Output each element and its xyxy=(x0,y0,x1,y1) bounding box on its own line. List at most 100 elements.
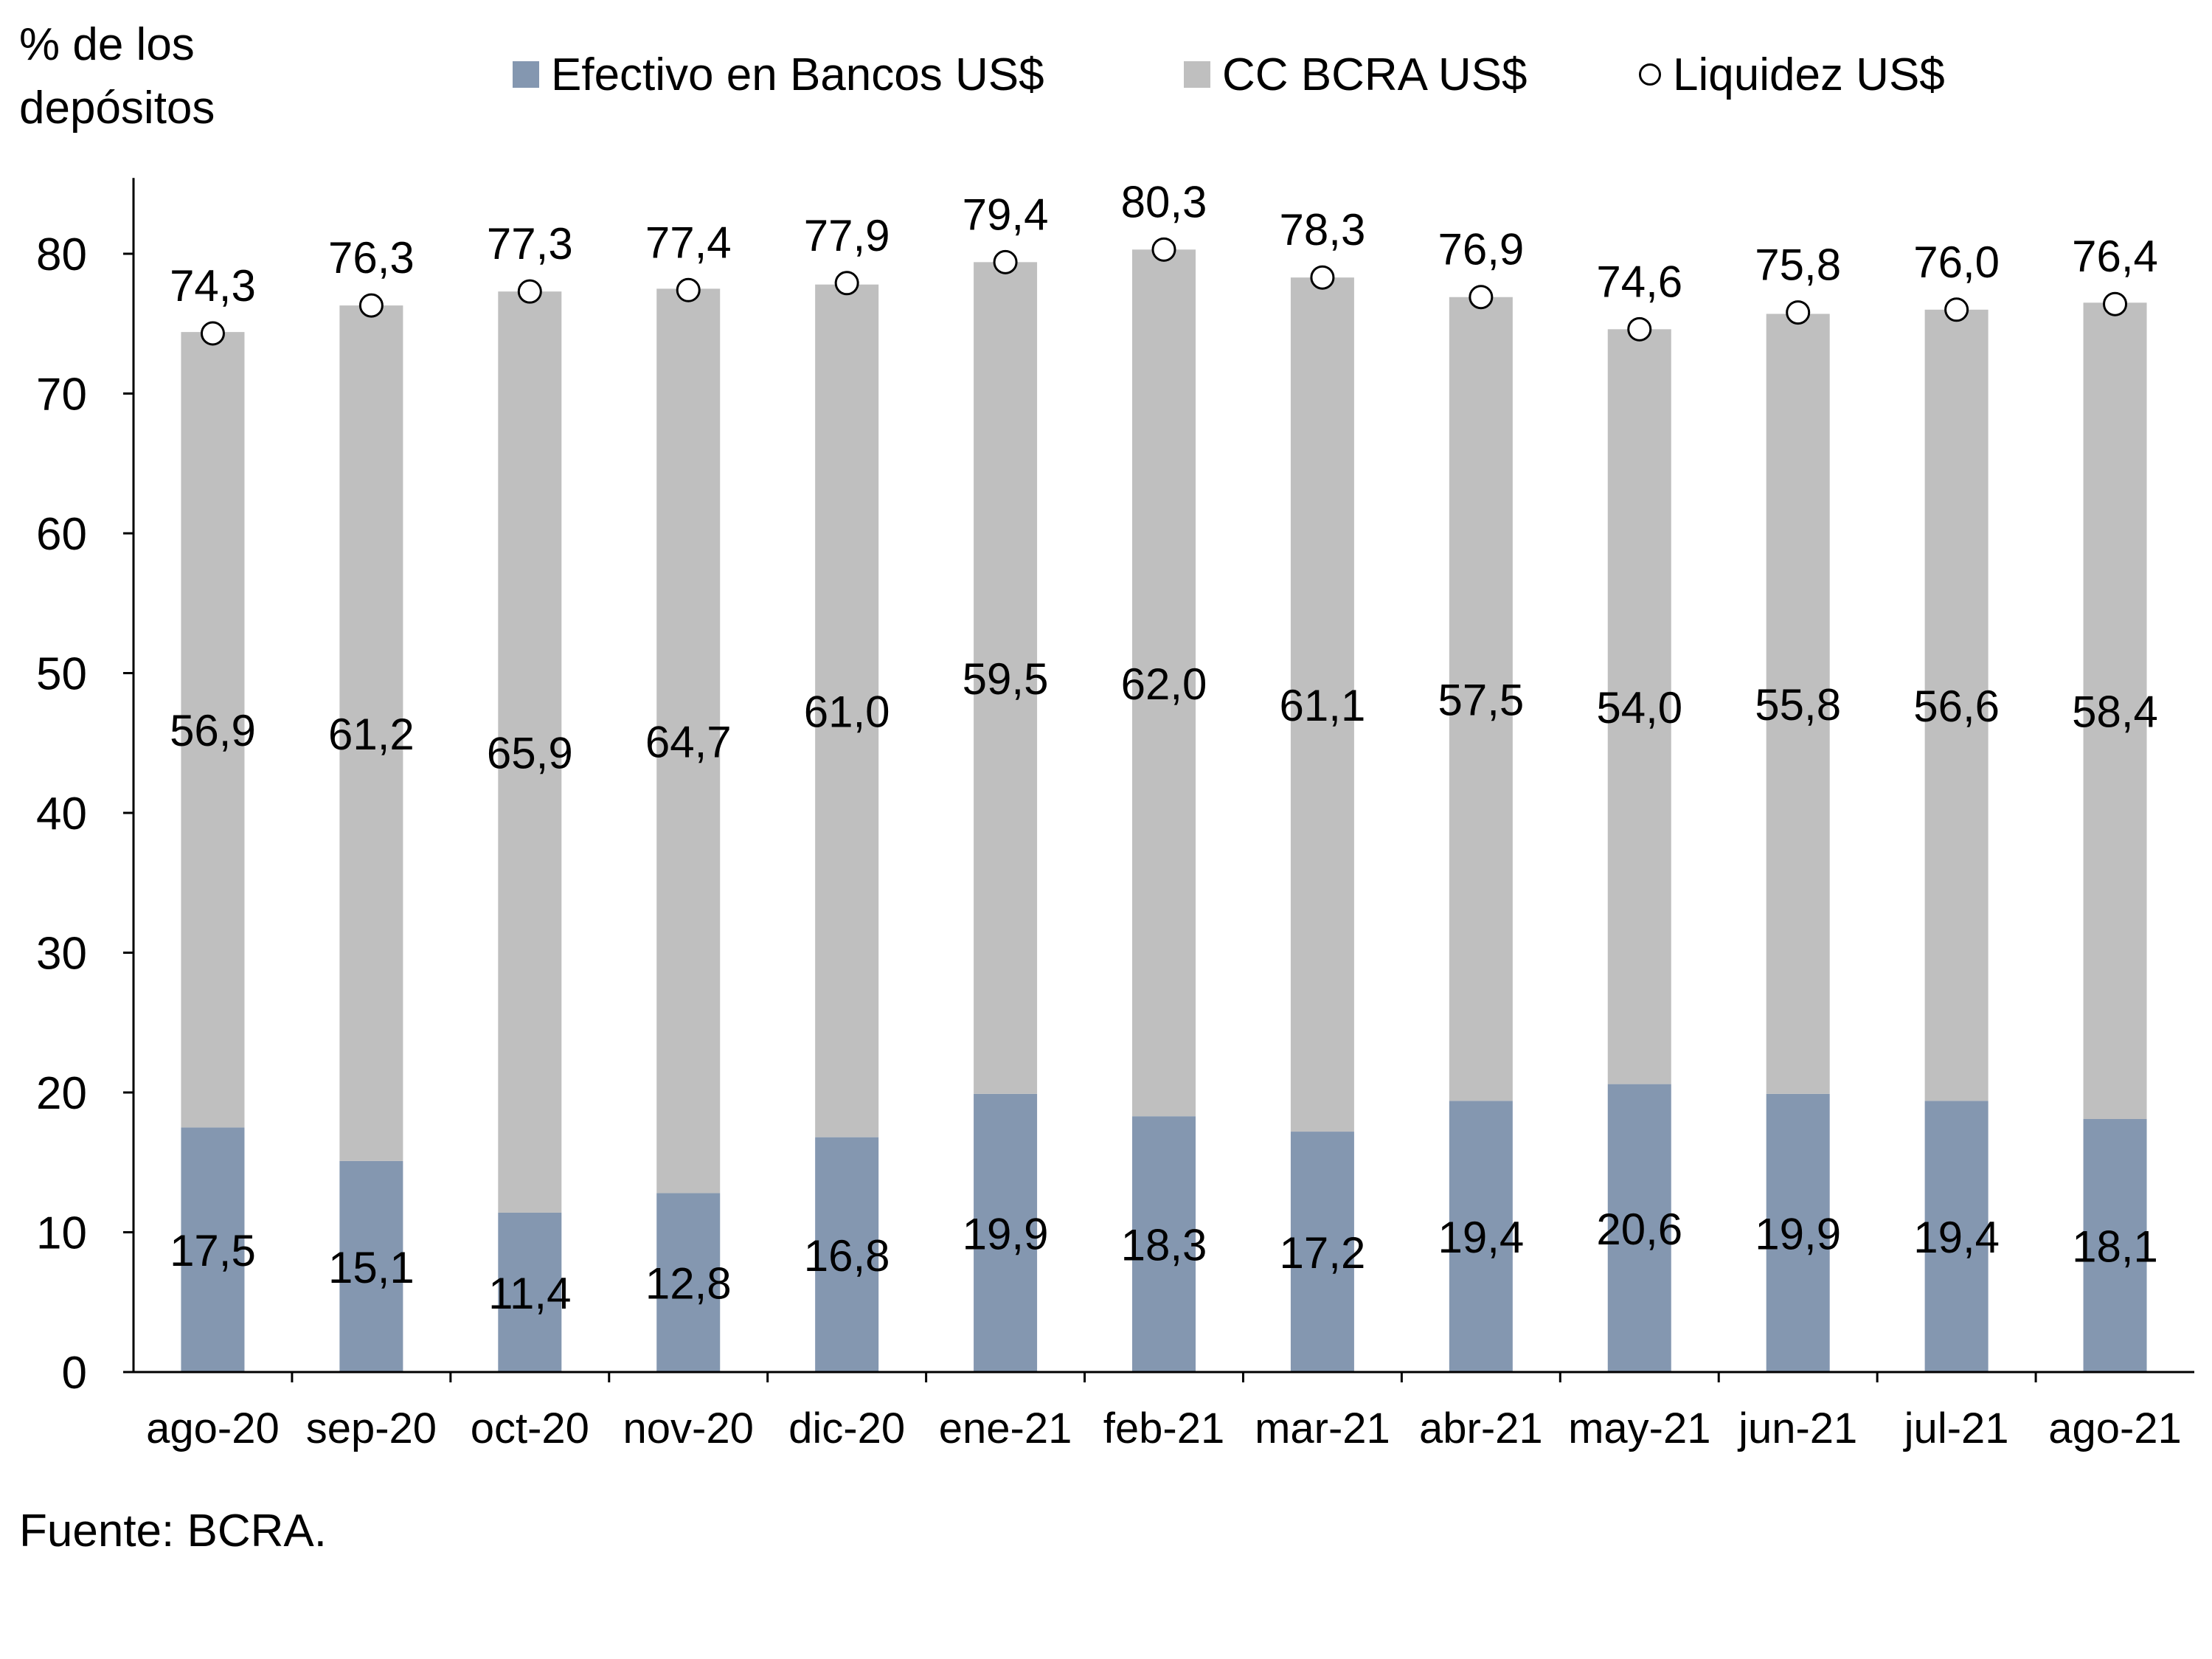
data-label-efectivo-jul-21: 19,4 xyxy=(1913,1213,2000,1262)
point-liquidez-nov-20 xyxy=(676,277,701,302)
y-tick-label-70: 70 xyxy=(36,370,87,420)
bar-cc-bcra-jul-21 xyxy=(1924,309,1989,1101)
x-tick-label-feb-21: feb-21 xyxy=(1103,1405,1224,1452)
legend: Efectivo en Bancos US$ CC BCRA US$ Liqui… xyxy=(0,41,2212,108)
bar-cc-bcra-sep-20 xyxy=(339,305,403,1161)
legend-label-efectivo: Efectivo en Bancos US$ xyxy=(551,49,1044,100)
data-label-cc-bcra-abr-21: 57,5 xyxy=(1438,676,1524,725)
bar-efectivo-nov-20 xyxy=(656,1193,721,1372)
data-label-liquidez-ene-21: 79,4 xyxy=(963,190,1049,239)
point-liquidez-sep-20 xyxy=(358,293,384,318)
point-liquidez-oct-20 xyxy=(517,279,542,304)
data-label-efectivo-feb-21: 18,3 xyxy=(1121,1221,1207,1270)
y-tick-label-40: 40 xyxy=(36,789,87,839)
y-tick-label-10: 10 xyxy=(36,1208,87,1259)
x-tick-label-ago-20: ago-20 xyxy=(146,1405,280,1452)
legend-label-cc-bcra: CC BCRA US$ xyxy=(1222,49,1528,100)
bar-cc-bcra-mar-21 xyxy=(1290,277,1354,1132)
bar-cc-bcra-feb-21 xyxy=(1132,249,1196,1117)
bar-efectivo-ago-20 xyxy=(181,1127,245,1372)
bar-cc-bcra-may-21 xyxy=(1607,329,1671,1084)
x-tick-label-oct-20: oct-20 xyxy=(471,1405,589,1452)
bar-efectivo-dic-20 xyxy=(815,1137,879,1372)
data-label-liquidez-jul-21: 76,0 xyxy=(1913,238,2000,287)
data-label-liquidez-may-21: 74,6 xyxy=(1596,257,1682,306)
bar-cc-bcra-ene-21 xyxy=(974,262,1038,1094)
y-tick-label-50: 50 xyxy=(36,649,87,700)
data-label-cc-bcra-dic-20: 61,0 xyxy=(804,688,890,737)
bar-efectivo-ago-21 xyxy=(2083,1119,2147,1372)
data-label-cc-bcra-mar-21: 61,1 xyxy=(1280,681,1366,730)
bar-cc-bcra-ago-20 xyxy=(181,332,245,1128)
data-label-liquidez-feb-21: 80,3 xyxy=(1121,177,1207,226)
legend-item-cc-bcra: CC BCRA US$ xyxy=(1184,41,1527,108)
bar-efectivo-jul-21 xyxy=(1924,1101,1989,1372)
legend-label-liquidez: Liquidez US$ xyxy=(1673,49,1945,100)
legend-marker-liquidez xyxy=(1639,63,1661,86)
point-liquidez-dic-20 xyxy=(834,271,859,296)
data-label-liquidez-ago-20: 74,3 xyxy=(170,261,256,311)
data-label-liquidez-sep-20: 76,3 xyxy=(328,233,415,283)
point-liquidez-jul-21 xyxy=(1944,297,1969,322)
data-label-cc-bcra-ene-21: 59,5 xyxy=(963,654,1049,704)
y-tick-label-60: 60 xyxy=(36,509,87,560)
legend-item-efectivo: Efectivo en Bancos US$ xyxy=(513,41,1044,108)
x-tick-label-may-21: may-21 xyxy=(1568,1405,1710,1452)
x-tick-label-nov-20: nov-20 xyxy=(623,1405,754,1452)
data-label-efectivo-ago-21: 18,1 xyxy=(2072,1222,2158,1272)
point-liquidez-may-21 xyxy=(1627,316,1652,342)
bar-efectivo-sep-20 xyxy=(339,1160,403,1372)
bar-efectivo-oct-20 xyxy=(498,1212,562,1372)
y-tick-label-80: 80 xyxy=(36,229,87,280)
bar-cc-bcra-abr-21 xyxy=(1449,297,1513,1101)
data-label-liquidez-abr-21: 76,9 xyxy=(1438,225,1524,274)
data-label-efectivo-ene-21: 19,9 xyxy=(963,1209,1049,1258)
x-tick-label-ene-21: ene-21 xyxy=(939,1405,1072,1452)
data-label-cc-bcra-jun-21: 55,8 xyxy=(1755,680,1841,730)
point-liquidez-feb-21 xyxy=(1151,237,1176,262)
point-liquidez-ene-21 xyxy=(993,249,1018,274)
data-label-cc-bcra-oct-20: 65,9 xyxy=(487,729,573,778)
data-label-efectivo-dic-20: 16,8 xyxy=(804,1231,890,1281)
point-liquidez-jun-21 xyxy=(1786,300,1811,325)
bar-efectivo-mar-21 xyxy=(1290,1132,1354,1372)
source-note: Fuente: BCRA. xyxy=(19,1506,327,1556)
point-liquidez-mar-21 xyxy=(1310,265,1335,290)
data-label-efectivo-sep-20: 15,1 xyxy=(328,1243,415,1292)
y-tick-label-20: 20 xyxy=(36,1068,87,1119)
legend-swatch-cc-bcra xyxy=(1184,61,1210,88)
data-label-cc-bcra-ago-20: 56,9 xyxy=(170,706,256,755)
bar-efectivo-ene-21 xyxy=(974,1093,1038,1372)
x-tick-label-mar-21: mar-21 xyxy=(1255,1405,1390,1452)
bar-cc-bcra-nov-20 xyxy=(656,288,721,1194)
data-label-liquidez-mar-21: 78,3 xyxy=(1280,205,1366,254)
x-tick-label-ago-21: ago-21 xyxy=(2048,1405,2182,1452)
data-label-cc-bcra-nov-20: 64,7 xyxy=(645,717,732,766)
point-liquidez-ago-20 xyxy=(200,321,225,346)
bar-cc-bcra-oct-20 xyxy=(498,291,562,1213)
data-label-cc-bcra-sep-20: 61,2 xyxy=(328,710,415,759)
bar-cc-bcra-jun-21 xyxy=(1766,314,1830,1094)
x-tick-label-abr-21: abr-21 xyxy=(1419,1405,1543,1452)
data-label-liquidez-ago-21: 76,4 xyxy=(2072,232,2158,281)
y-tick-label-0: 0 xyxy=(62,1348,87,1399)
data-label-efectivo-nov-20: 12,8 xyxy=(645,1259,732,1309)
bar-efectivo-feb-21 xyxy=(1132,1116,1196,1372)
x-tick-label-jul-21: jul-21 xyxy=(1903,1405,2009,1452)
data-label-cc-bcra-may-21: 54,0 xyxy=(1596,683,1682,732)
data-label-liquidez-nov-20: 77,4 xyxy=(645,218,732,267)
bar-efectivo-jun-21 xyxy=(1766,1093,1830,1372)
point-liquidez-ago-21 xyxy=(2103,291,2128,316)
data-label-cc-bcra-ago-21: 58,4 xyxy=(2072,688,2158,737)
data-label-liquidez-oct-20: 77,3 xyxy=(487,219,573,269)
data-label-efectivo-abr-21: 19,4 xyxy=(1438,1213,1524,1262)
y-tick-label-30: 30 xyxy=(36,929,87,980)
x-tick-label-dic-20: dic-20 xyxy=(788,1405,905,1452)
x-tick-label-sep-20: sep-20 xyxy=(306,1405,437,1452)
x-tick-label-jun-21: jun-21 xyxy=(1737,1405,1857,1452)
data-label-efectivo-oct-20: 11,4 xyxy=(488,1269,571,1318)
point-liquidez-abr-21 xyxy=(1469,285,1494,310)
data-label-efectivo-ago-20: 17,5 xyxy=(170,1226,256,1275)
bar-cc-bcra-ago-21 xyxy=(2083,302,2147,1120)
data-label-cc-bcra-jul-21: 56,6 xyxy=(1913,682,2000,731)
